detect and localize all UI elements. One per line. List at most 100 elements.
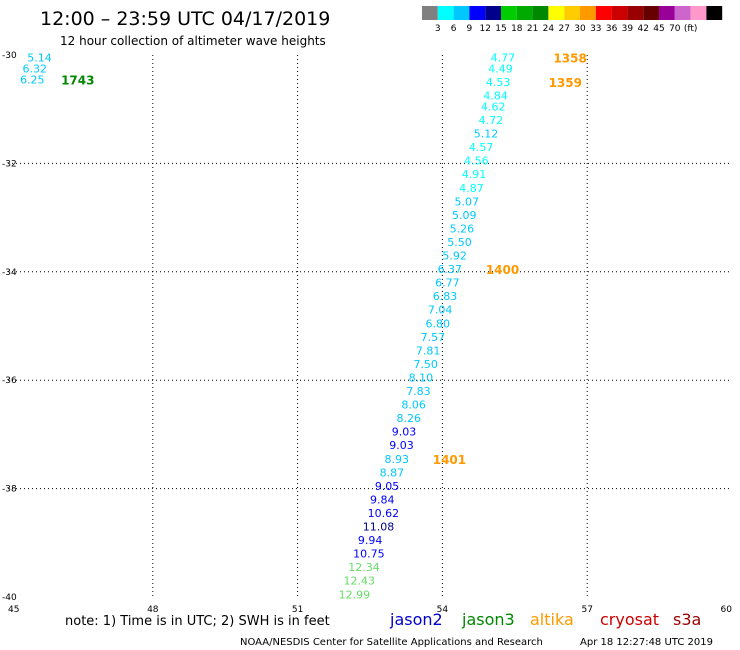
x-tick-label: 48 [147,605,159,615]
wave-height-value: 4.87 [459,182,484,195]
color-scale-swatch [453,6,470,20]
pass-time-label: 1400 [486,263,519,277]
wave-height-value: 11.08 [363,521,395,534]
units-note: note: 1) Time is in UTC; 2) SWH is in fe… [65,614,330,629]
color-scale-label: 33 [590,24,601,34]
color-scale-label: (ft) [684,24,698,34]
wave-height-value: 4.56 [464,155,489,168]
wave-height-value: 12.43 [343,575,375,588]
wave-height-value: 4.91 [462,168,487,181]
color-scale-swatch [516,6,533,20]
satellite-name-s3a: s3a [673,610,701,629]
color-scale-swatch [485,6,501,20]
wave-height-value: 4.84 [483,90,508,103]
satellite-legend: jason2 jason3 altika cryosat s3a [389,610,701,629]
wave-height-value: 6.83 [433,290,458,303]
wave-height-value: 5.26 [450,222,475,235]
timestamp-text: Apr 18 12:27:48 UTC 2019 [580,637,713,648]
wave-height-value: 9.03 [392,426,417,439]
wave-height-value: 6.77 [435,277,460,290]
chart-title: 12:00 – 23:59 UTC 04/17/2019 [40,8,330,30]
wave-height-value: 9.84 [370,493,395,506]
color-scale-swatch [627,6,644,20]
wave-height-value: 6.37 [438,263,463,276]
wave-height-value: 7.57 [421,331,446,344]
color-scale-label: 21 [527,24,538,34]
color-scale-swatch [659,6,675,20]
chart-subtitle: 12 hour collection of altimeter wave hei… [60,34,326,48]
pass-time-label: 1359 [549,76,582,90]
color-scale-label: 24 [543,24,555,34]
wave-height-value: 9.05 [375,480,400,493]
color-scale-swatch [532,6,549,20]
wave-height-value: 8.93 [384,453,409,466]
color-scale-label: 9 [467,24,473,34]
wave-height-value: 7.83 [406,385,431,398]
wave-height-value: 5.14 [27,52,52,65]
color-scale-swatch [611,6,628,20]
wave-height-value: 8.26 [397,412,422,425]
wave-height-value: 4.62 [481,100,506,113]
wave-height-value: 6.32 [22,63,47,76]
wave-height-value: 4.53 [486,76,511,89]
color-scale-swatch [690,6,707,20]
satellite-name-altika: altika [530,610,574,629]
wave-height-value: 6.80 [426,317,451,330]
color-scale-swatch [643,6,659,20]
wave-height-value: 6.25 [20,73,45,86]
color-scale-legend: 3 6 9 12 15 18 21 24 27 30 33 36 39 42 45 70 (ft) [422,6,723,34]
x-tick-label: 60 [721,605,733,615]
color-scale-label: 18 [511,24,523,34]
wave-height-value: 4.49 [488,63,512,76]
pass-time-label: 1358 [553,52,586,66]
color-scale-label: 12 [479,24,490,34]
color-scale-label: 15 [495,24,506,34]
wave-height-value: 8.87 [380,466,405,479]
wave-height-value: 5.07 [454,195,479,208]
wave-height-value: 12.34 [348,561,380,574]
color-scale-label: 42 [637,24,648,34]
wave-height-value: 5.09 [452,209,477,222]
color-scale-swatch [564,6,580,20]
y-tick-label: -36 [2,376,17,386]
color-scale-swatch [548,6,565,20]
wave-height-value: 9.94 [358,534,383,547]
y-tick-label: -38 [2,485,17,495]
wave-height-value: 7.81 [416,344,441,357]
color-scale-swatch [674,6,691,20]
color-scale-swatch [501,6,517,20]
color-scale-swatch [437,6,454,20]
wave-height-value: 9.03 [389,439,414,452]
x-tick-label: 54 [437,605,449,615]
wave-height-value: 10.62 [368,507,400,520]
color-scale-label: 45 [653,24,664,34]
color-scale-swatch [422,6,438,20]
satellite-name-cryosat: cryosat [600,610,659,629]
color-scale-swatch [580,6,596,20]
color-scale-label: 3 [435,24,441,34]
credit-text: NOAA/NESDIS Center for Satellite Applica… [240,637,543,648]
color-scale-label: 36 [606,24,618,34]
pass-time-labels: 1743 1358 1359 1400 1401 [61,52,587,467]
y-tick-label: -40 [2,593,17,603]
wave-height-value: 5.92 [442,250,467,263]
wave-height-value: 10.75 [353,548,385,561]
color-scale-swatch [469,6,486,20]
wave-height-value: 7.04 [428,304,453,317]
wave-height-value: 5.50 [447,236,472,249]
color-scale-label: 27 [558,24,569,34]
y-tick-label: -32 [2,159,17,169]
wave-height-value: 4.57 [469,141,494,154]
color-scale-label: 30 [574,24,586,34]
x-tick-label: 51 [292,605,303,615]
pass-time-label: 1743 [61,73,94,87]
color-scale-label: 39 [622,24,634,34]
x-tick-label: 45 [8,605,19,615]
axis-ticks: 45 48 51 54 57 60 -30 -32 -34 -36 -38 -40 [2,51,732,615]
wave-height-value: 8.10 [409,371,434,384]
wave-height-value: 12.99 [339,588,371,601]
wave-height-points: 5.146.326.25 4.774.494.534.844.624.725.12… [20,52,515,602]
color-scale-swatch [595,6,612,20]
wave-height-value: 4.77 [491,52,515,65]
